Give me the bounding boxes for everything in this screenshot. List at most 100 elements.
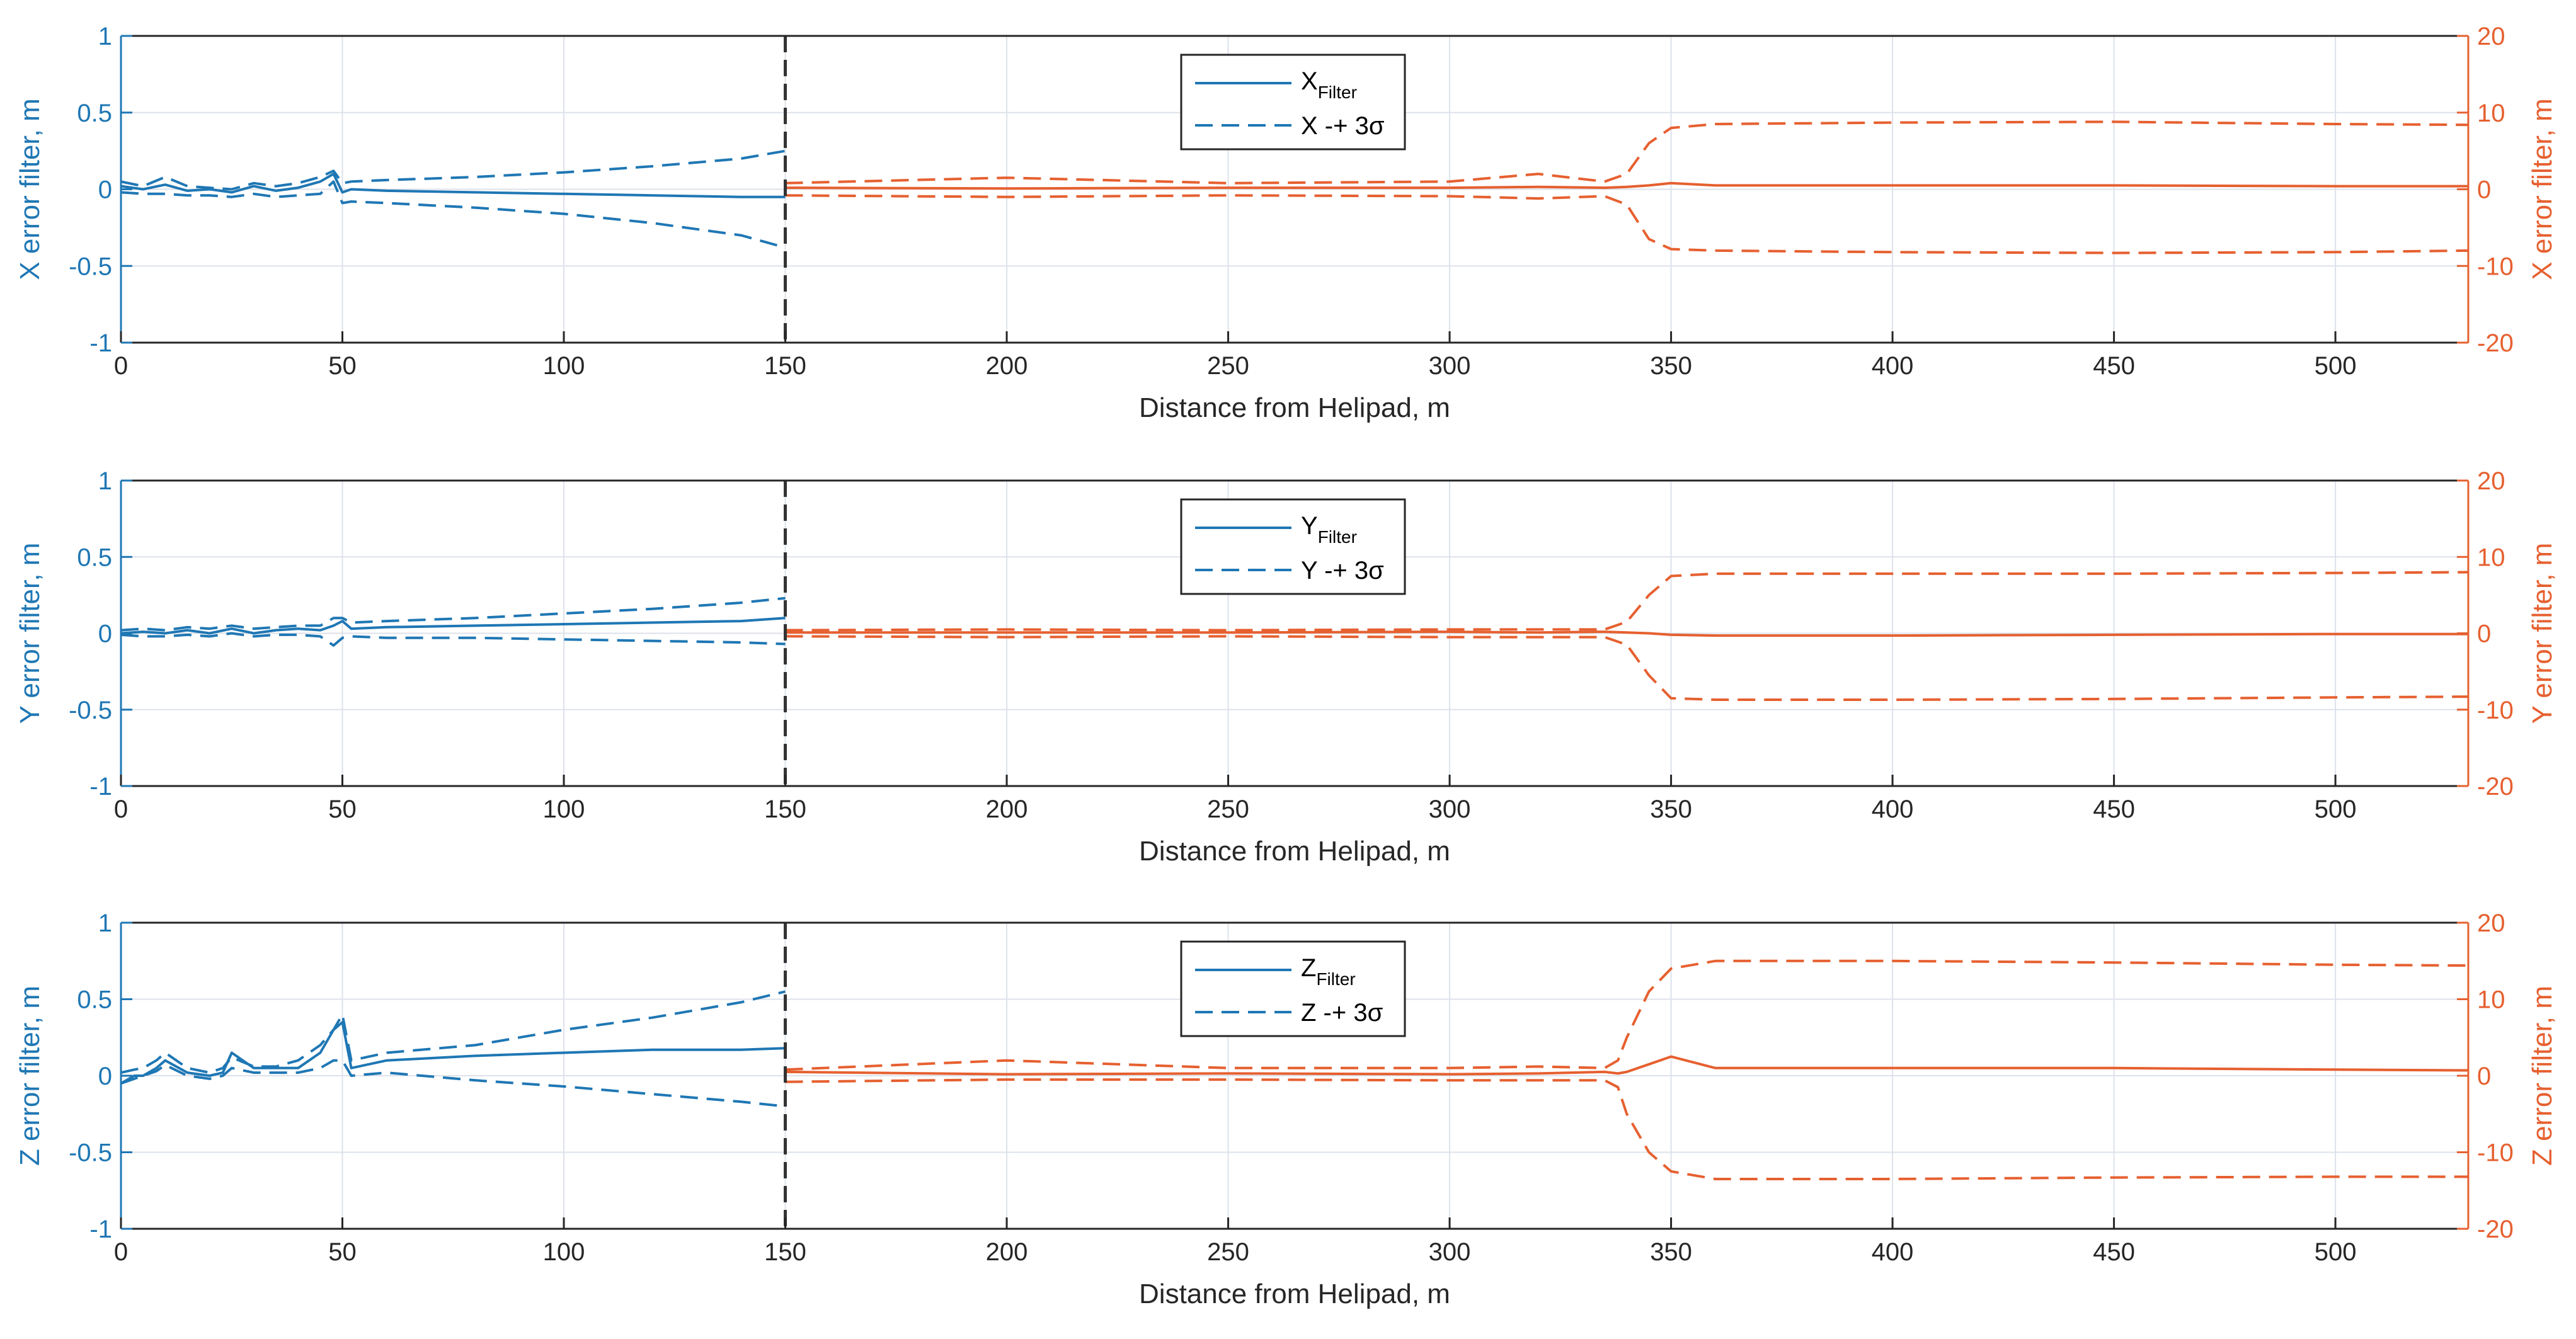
panel-2-left-ytick-label: -0.5 — [69, 697, 112, 724]
panel-3-left-ytick-label: -1 — [89, 1216, 112, 1243]
panel-1-xtick-label: 200 — [986, 352, 1028, 380]
panel-2-xtick-label: 150 — [764, 795, 806, 823]
panel-1-ylabel-left: X error filter, m — [14, 98, 45, 280]
panel-2-xtick-label: 400 — [1872, 795, 1914, 823]
panel-3-legend-filter-label: ZFilter — [1301, 954, 1356, 989]
panel-2-legend-filter-main: Y — [1301, 512, 1318, 540]
panel-3-left-filter-line — [120, 1021, 786, 1085]
panel-1-left-lower-3sigma-line — [120, 180, 786, 249]
panel-2-right-ytick-label: 20 — [2477, 467, 2505, 495]
panel-2-right-ytick-label: -20 — [2477, 773, 2514, 801]
panel-3: 0 50 100 150 200 250 300 350 400 450 50010.50-0.5-… — [14, 909, 2558, 1309]
panel-3-xtick-label: 500 — [2315, 1238, 2357, 1266]
panel-3-right-ytick-label: 10 — [2477, 986, 2505, 1014]
panel-1-left-ytick-label: 1 — [98, 23, 112, 50]
panel-2-ylabel-right: Y error filter, m — [2527, 543, 2558, 724]
panel-2-xlabel: Distance from Helipad, m — [1139, 836, 1450, 867]
panel-3-xtick-label: 50 — [328, 1238, 357, 1266]
panel-1-left-ytick-label: 0 — [98, 176, 112, 204]
panel-1-xtick-label: 500 — [2315, 352, 2357, 380]
panel-3-xtick-label: 350 — [1650, 1238, 1692, 1266]
panel-2-right-ytick-label: 10 — [2477, 544, 2505, 571]
panel-3-legend-filter-main: Z — [1301, 954, 1316, 982]
panel-2-xtick-label: 300 — [1429, 795, 1471, 823]
panel-3-right-ytick-label: 20 — [2477, 909, 2505, 937]
panel-1-xtick-label: 350 — [1650, 352, 1692, 380]
panel-2-xtick-label: 350 — [1650, 795, 1692, 823]
panel-1-legend-filter-sub: Filter — [1318, 83, 1357, 102]
panel-3-legend: ZFilter Z -+ 3σ — [1180, 940, 1406, 1037]
panel-2-left-ytick-label: -1 — [89, 773, 112, 801]
panel-2-xtick-label: 200 — [986, 795, 1028, 823]
panel-3-ylabel-left: Z error filter, m — [14, 986, 45, 1166]
panel-3-right-lower-3sigma-line — [785, 1078, 2468, 1180]
panel-3-left-ytick-label: 1 — [98, 909, 112, 937]
panel-2-right-lower-3sigma-line — [785, 635, 2469, 701]
panel-2-left-filter-line — [120, 617, 786, 635]
panel-3-right-upper-3sigma-line — [785, 959, 2469, 1071]
panel-2-legend-filter-sub: Filter — [1318, 527, 1357, 547]
panel-3-xtick-label: 450 — [2093, 1238, 2135, 1266]
panel-1-right-filter-line — [785, 181, 2468, 190]
panel-3-left-upper-3sigma-line — [120, 990, 786, 1074]
panel-3-right-filter-line — [785, 1055, 2469, 1076]
panel-2-legend-box — [1180, 498, 1406, 595]
panel-1-legend-filter-main: X — [1301, 67, 1318, 95]
panel-1-left-ytick-label: -0.5 — [69, 253, 112, 280]
panel-2-right-upper-3sigma-line — [785, 571, 2469, 632]
panel-1-ylabel-right: X error filter, m — [2527, 98, 2558, 280]
panel-1-right-ytick-label: 10 — [2477, 100, 2505, 127]
panel-3-xtick-label: 100 — [543, 1238, 585, 1266]
panel-3-left-ytick-label: -0.5 — [69, 1139, 112, 1167]
panel-3-ylabel-right: Z error filter, m — [2527, 986, 2558, 1166]
panel-2-right-filter-line — [785, 630, 2468, 637]
panel-3-xtick-label: 400 — [1872, 1238, 1914, 1266]
panel-1-left-ytick-label: -1 — [89, 329, 112, 357]
panel-3-left-ytick-label: 0.5 — [77, 986, 112, 1014]
panel-2-xtick-label: 50 — [328, 795, 357, 823]
panel-2-left-upper-3sigma-line — [120, 596, 786, 632]
panel-1: 0 50 100 150 200 250 300 350 400 450 50010.50-0.5-… — [14, 23, 2558, 423]
panel-2-xtick-label: 250 — [1207, 795, 1249, 823]
panel-3-xtick-label: 200 — [986, 1238, 1028, 1266]
panel-1-right-ytick-label: 20 — [2477, 23, 2505, 50]
panel-3-left-ytick-label: 0 — [98, 1063, 112, 1090]
panel-3-legend-box — [1180, 940, 1406, 1037]
panel-1-left-filter-line — [120, 173, 786, 198]
panel-2-left-ytick-label: 0.5 — [77, 544, 112, 571]
panel-3-right-ytick-label: -20 — [2477, 1216, 2514, 1243]
panel-3-xlabel: Distance from Helipad, m — [1139, 1279, 1450, 1309]
panel-1-xtick-label: 300 — [1429, 352, 1471, 380]
panel-1-right-ytick-label: -20 — [2477, 329, 2514, 357]
panel-3-right-ytick-label: -10 — [2477, 1139, 2514, 1167]
panel-1-right-lower-3sigma-line — [785, 194, 2469, 254]
panel-1-xtick-label: 150 — [764, 352, 806, 380]
panel-2-xtick-label: 100 — [543, 795, 585, 823]
panel-1-xlabel: Distance from Helipad, m — [1139, 392, 1450, 423]
panel-3-legend-sigma-label: Z -+ 3σ — [1301, 999, 1383, 1027]
panel-3-right-ytick-label: 0 — [2477, 1063, 2491, 1090]
panel-2-xtick-label: 450 — [2093, 795, 2135, 823]
panel-1-legend-box — [1180, 54, 1406, 151]
panel-1-right-ytick-label: 0 — [2477, 176, 2491, 204]
panel-2-xtick-label: 500 — [2315, 795, 2357, 823]
panel-3-xtick-label: 0 — [114, 1238, 128, 1266]
panel-1-legend-filter-label: XFilter — [1301, 67, 1357, 102]
panel-1-xtick-label: 250 — [1207, 352, 1249, 380]
panel-2-legend-sigma-label: Y -+ 3σ — [1301, 557, 1384, 584]
panel-1-right-upper-3sigma-line — [785, 120, 2469, 185]
panel-2-left-ytick-label: 0 — [98, 620, 112, 648]
panel-1-xtick-label: 400 — [1872, 352, 1914, 380]
panel-1-xtick-label: 50 — [328, 352, 357, 380]
panel-3-xtick-label: 150 — [764, 1238, 806, 1266]
panel-2-legend: YFilter Y -+ 3σ — [1180, 498, 1406, 595]
panel-2-right-ytick-label: -10 — [2477, 697, 2514, 724]
panel-1-right-ytick-label: -10 — [2477, 253, 2514, 280]
panel-3-legend-filter-sub: Filter — [1316, 969, 1355, 989]
panel-1-xtick-label: 0 — [114, 352, 128, 380]
panel-2-right-ytick-label: 0 — [2477, 620, 2491, 648]
panel-2: 0 50 100 150 200 250 300 350 400 450 50010.50-0.5-… — [14, 467, 2558, 867]
panel-3-xtick-label: 250 — [1207, 1238, 1249, 1266]
panel-1-left-upper-3sigma-line — [120, 149, 786, 191]
